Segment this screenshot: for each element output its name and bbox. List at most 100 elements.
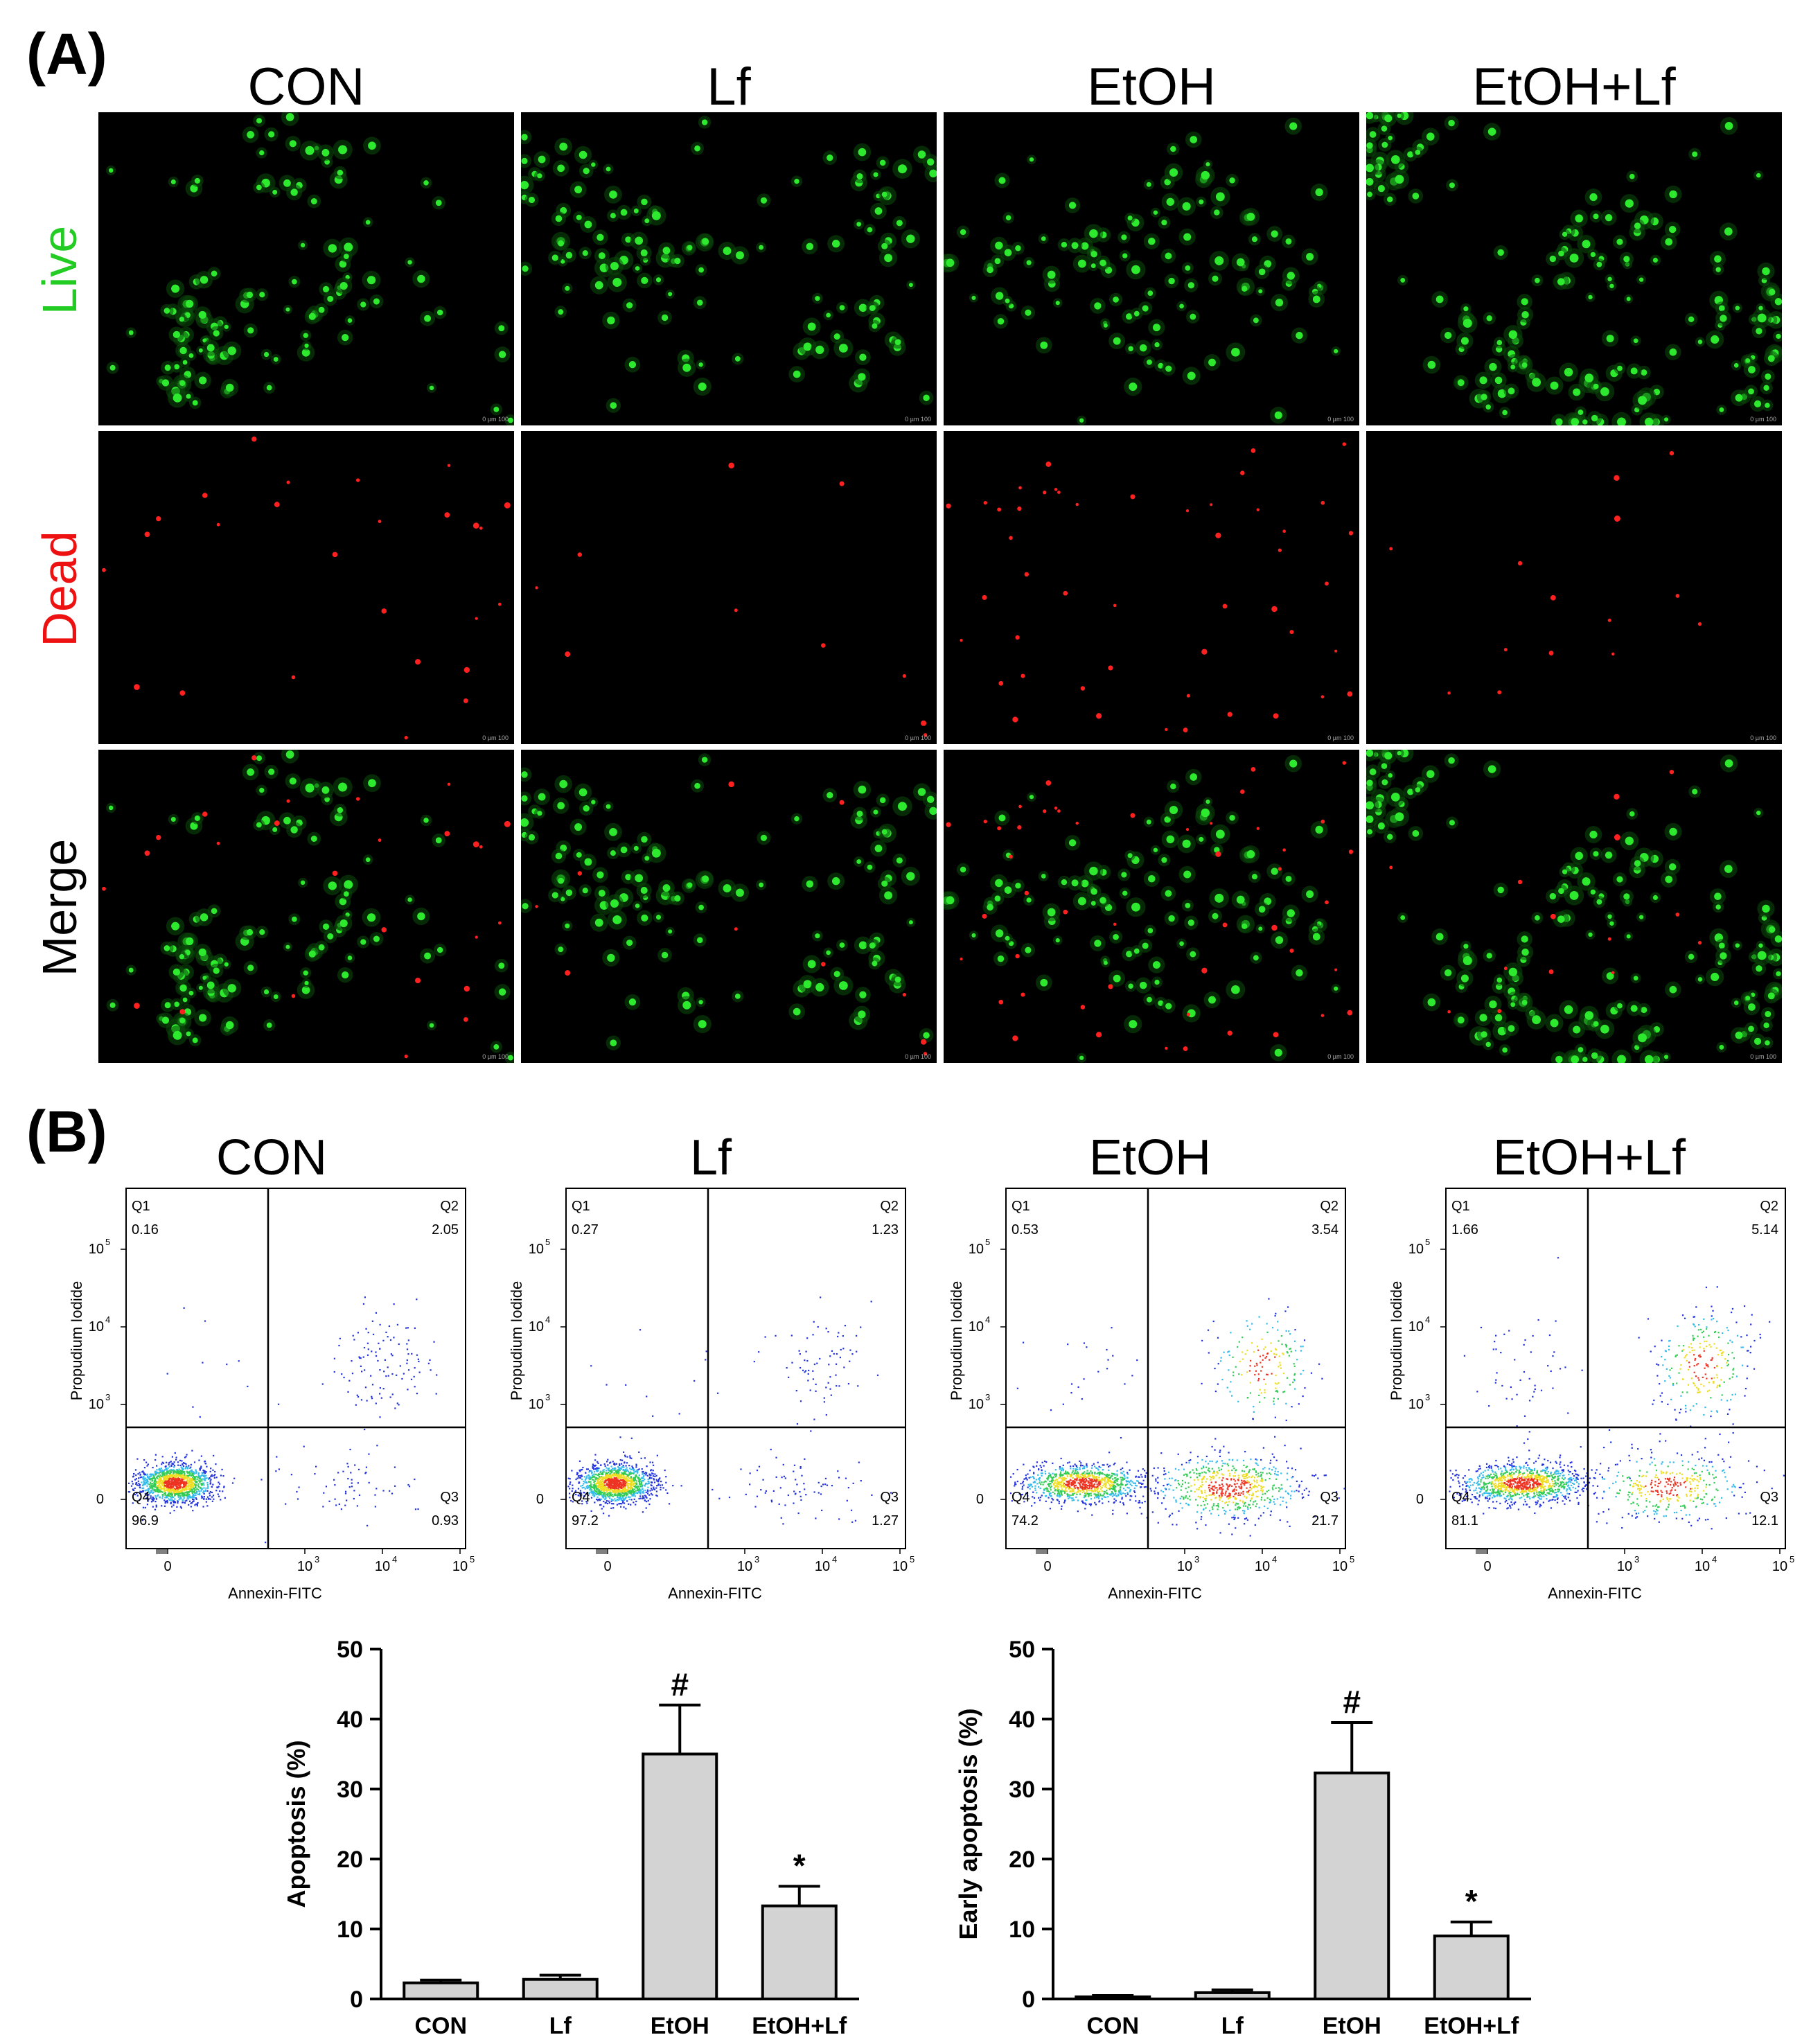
micro-image-live-3: 0 µm 100 [1366,112,1782,425]
row-label-merge: Merge [33,838,87,977]
flow-ylabel: Propudium Iodide [1388,1281,1405,1400]
svg-text:0 µm 100: 0 µm 100 [482,416,509,423]
early-apoptosis-bar-chart: 0 10 20 30 40 50 Early apoptosis (%) CON Lf # EtOH… [954,1637,1531,2039]
flow-title-etoh-lf: EtOH+Lf [1492,1130,1686,1186]
svg-text:0: 0 [96,1492,104,1507]
svg-text:0.16: 0.16 [132,1222,159,1237]
svg-text:10: 10 [297,1559,312,1574]
y-tick-label: 40 [337,1707,363,1733]
significance-mark: # [671,1666,689,1702]
svg-text:0 µm 100: 0 µm 100 [482,1053,509,1060]
micro-image-merge-0: 0 µm 100 [98,750,514,1063]
panel-a-label: (A) [26,21,107,87]
apoptosis-bar-chart: 0 10 20 30 40 50 Apoptosis (%) CON Lf # EtOH * EtOH+… [282,1637,859,2039]
micro-image-merge-1: 0 µm 100 [521,750,937,1063]
x-tick-label: CON [1086,2013,1139,2039]
micro-image-dead-2: 0 µm 100 [944,431,1359,744]
svg-text:Q1: Q1 [132,1199,150,1214]
bar-etoh [1314,1771,1390,2001]
y-tick-label: 0 [1022,1986,1035,2013]
svg-text:4: 4 [105,1314,110,1325]
svg-text:0 µm 100: 0 µm 100 [905,1053,931,1060]
flow-title-lf: Lf [689,1130,732,1186]
y-tick-label: 30 [1009,1777,1035,1803]
svg-text:0 µm 100: 0 µm 100 [1750,1053,1776,1060]
flow-xlabel: Annexin-FITC [1548,1585,1642,1602]
column-title-lf: Lf [707,58,751,116]
svg-text:10: 10 [452,1559,468,1574]
x-tick-label: Lf [549,2013,572,2039]
svg-text:10: 10 [375,1559,390,1574]
bar-etoh-lf [1433,1935,1510,2001]
svg-text:2.05: 2.05 [432,1222,459,1237]
flow-ylabel: Propudium Iodide [948,1281,965,1400]
svg-text:0: 0 [164,1559,171,1574]
y-tick-label: 10 [1009,1917,1035,1943]
y-tick-label: 50 [1009,1637,1035,1663]
svg-text:0.93: 0.93 [432,1513,459,1528]
flow-title-con: CON [216,1130,327,1186]
x-tick-label: EtOH+Lf [1424,2013,1519,2039]
svg-text:0 µm 100: 0 µm 100 [1327,1053,1354,1060]
svg-text:3: 3 [105,1392,110,1402]
row-label-live: Live [33,225,87,315]
svg-text:Q3: Q3 [440,1490,459,1505]
column-title-con: CON [247,58,365,116]
x-tick-label: EtOH [651,2013,709,2039]
y-tick-label: 40 [1009,1707,1035,1733]
svg-text:Q4: Q4 [132,1490,150,1505]
svg-text:10: 10 [89,1319,104,1334]
bar-lf [1194,1991,1271,2000]
column-title-etoh-lf: EtOH+Lf [1472,58,1676,116]
significance-mark: * [1465,1883,1478,1919]
micro-image-merge-3: 0 µm 100 [1366,750,1782,1063]
svg-text:0 µm 100: 0 µm 100 [905,734,931,741]
x-tick-label: EtOH+Lf [752,2013,847,2039]
svg-text:0 µm 100: 0 µm 100 [905,416,931,423]
micro-image-dead-0: 0 µm 100 [98,431,514,744]
y-tick-label: 10 [337,1917,363,1943]
flow-xlabel: Annexin-FITC [228,1585,322,1602]
y-tick-label: 20 [1009,1847,1035,1873]
svg-text:0 µm 100: 0 µm 100 [1327,416,1354,423]
micro-image-live-1: 0 µm 100 [521,112,937,425]
flow-ylabel: Propudium Iodide [508,1281,525,1400]
svg-text:0 µm 100: 0 µm 100 [1327,734,1354,741]
svg-text:10: 10 [89,1242,104,1257]
svg-text:4: 4 [392,1554,397,1565]
y-axis-label: Early apoptosis (%) [954,1708,982,1939]
y-axis-label: Apoptosis (%) [282,1741,310,1908]
micro-image-merge-2: 0 µm 100 [944,750,1359,1063]
svg-text:0 µm 100: 0 µm 100 [1750,416,1776,423]
flow-ylabel: Propudium Iodide [68,1281,85,1400]
svg-text:3: 3 [315,1554,319,1565]
y-tick-label: 20 [337,1847,363,1873]
bar-etoh-lf [761,1904,838,2001]
y-tick-label: 30 [337,1777,363,1803]
svg-text:Q2: Q2 [440,1199,459,1214]
svg-text:5: 5 [470,1554,475,1565]
micro-image-dead-1: 0 µm 100 [521,431,937,744]
svg-text:10: 10 [89,1397,104,1412]
significance-mark: * [793,1847,806,1883]
y-tick-label: 50 [337,1637,363,1663]
micro-image-dead-3: 0 µm 100 [1366,431,1782,744]
svg-text:96.9: 96.9 [132,1513,159,1528]
column-title-etoh: EtOH [1087,58,1216,116]
x-tick-label: CON [414,2013,467,2039]
significance-mark: # [1343,1684,1361,1720]
flow-title-etoh: EtOH [1088,1130,1212,1186]
x-tick-label: EtOH [1323,2013,1381,2039]
y-tick-label: 0 [350,1986,363,2013]
bar-etoh [642,1752,718,2000]
x-tick-label: Lf [1221,2013,1244,2039]
micro-image-live-2: 0 µm 100 [944,112,1359,425]
flow-xlabel: Annexin-FITC [1108,1585,1202,1602]
flow-xlabel: Annexin-FITC [668,1585,762,1602]
micro-image-live-0: 0 µm 100 [98,112,514,425]
svg-text:5: 5 [105,1237,110,1247]
